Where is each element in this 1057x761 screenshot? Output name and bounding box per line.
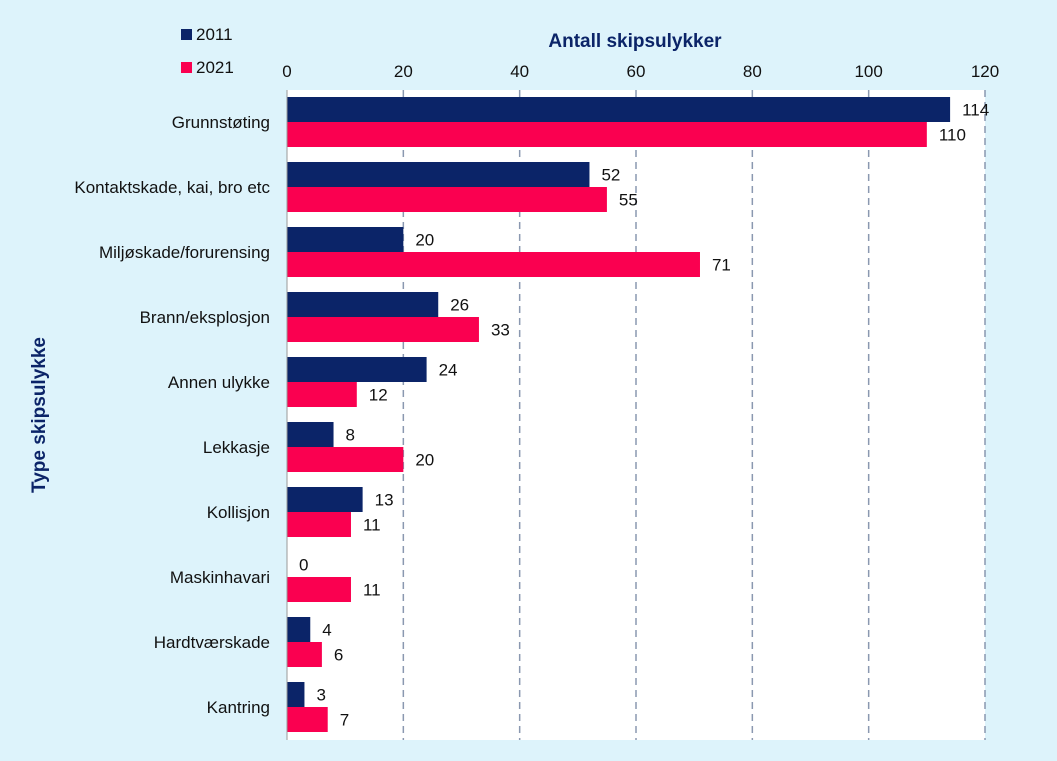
bar-2011: [287, 162, 590, 187]
y-axis-title: Type skipsulykke: [29, 337, 50, 493]
data-label: 33: [491, 321, 510, 340]
legend-swatch-2021: [181, 62, 192, 73]
bar-2021: [287, 577, 351, 602]
data-label: 13: [375, 491, 394, 510]
data-label: 7: [340, 711, 349, 730]
data-label: 4: [322, 621, 331, 640]
x-axis-title: Antall skipsulykker: [548, 31, 722, 52]
legend: 2011 2021: [181, 25, 234, 77]
data-label: 3: [316, 686, 325, 705]
x-tick-label: 20: [394, 62, 413, 81]
bar-2021: [287, 447, 404, 472]
data-label: 71: [712, 256, 731, 275]
category-label: Annen ulykke: [168, 373, 270, 392]
data-label: 6: [334, 646, 343, 665]
bar-2021: [287, 382, 357, 407]
bar-2021: [287, 252, 700, 277]
bar-2021: [287, 512, 351, 537]
category-label: Kantring: [207, 698, 270, 717]
data-label: 12: [369, 386, 388, 405]
bars: [287, 97, 951, 732]
bar-2011: [287, 97, 951, 122]
data-label: 26: [450, 296, 469, 315]
bar-2021: [287, 187, 607, 212]
data-label: 8: [346, 426, 355, 445]
bar-2011: [287, 227, 404, 252]
data-label: 11: [363, 581, 381, 600]
data-label: 11: [363, 516, 381, 535]
category-labels: Grunnstøting Kontaktskade, kai, bro etc Mi…: [74, 113, 270, 717]
category-label: Maskinhavari: [170, 568, 270, 587]
data-label: 55: [619, 191, 638, 210]
x-tick-label: 80: [743, 62, 762, 81]
category-label: Miljøskade/forurensing: [99, 243, 270, 262]
data-label: 0: [299, 556, 308, 575]
legend-label: 2021: [196, 58, 234, 77]
category-label: Kollisjon: [207, 503, 270, 522]
data-label: 110: [939, 126, 966, 145]
bar-2011: [287, 422, 334, 447]
data-label: 52: [601, 166, 620, 185]
data-label: 20: [415, 451, 434, 470]
bar-2011: [287, 292, 439, 317]
bar-2011: [287, 487, 363, 512]
legend-label: 2011: [196, 25, 233, 44]
bar-2011: [287, 357, 427, 382]
category-label: Brann/eksplosjon: [140, 308, 270, 327]
bar-2021: [287, 317, 479, 342]
bar-2021: [287, 642, 322, 667]
category-label: Hardtværskade: [154, 633, 270, 652]
data-label: 114: [962, 101, 989, 120]
x-tick-label: 0: [282, 62, 291, 81]
data-label: 20: [415, 231, 434, 250]
category-label: Lekkasje: [203, 438, 270, 457]
x-tick-label: 100: [854, 62, 882, 81]
x-tick-label: 120: [971, 62, 999, 81]
bar-2011: [287, 617, 311, 642]
category-label: Kontaktskade, kai, bro etc: [74, 178, 270, 197]
bar-2021: [287, 707, 328, 732]
bar-2011: [287, 682, 305, 707]
x-tick-label: 60: [627, 62, 646, 81]
bar-2021: [287, 122, 927, 147]
x-axis-ticks: 0 20 40 60 80 100 120: [282, 62, 999, 81]
legend-swatch-2011: [181, 29, 192, 40]
category-label: Grunnstøting: [172, 113, 270, 132]
x-tick-label: 40: [510, 62, 529, 81]
data-label: 24: [439, 361, 458, 380]
